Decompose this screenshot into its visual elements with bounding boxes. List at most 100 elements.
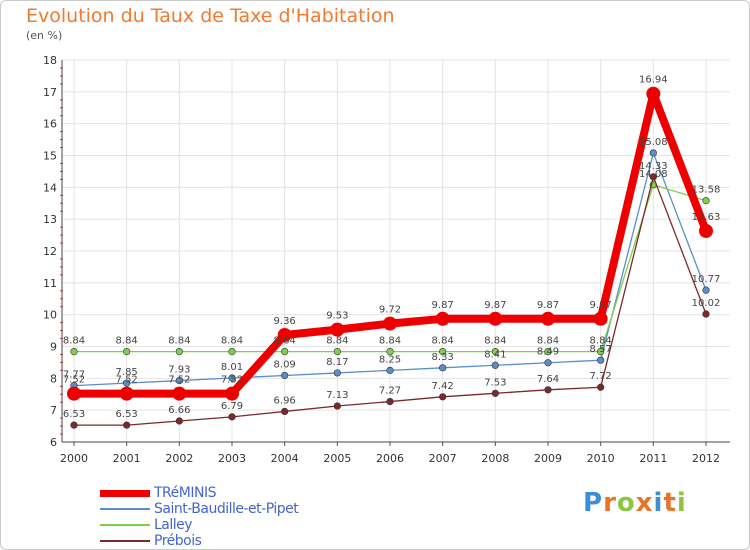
data-label: 10.77 xyxy=(692,274,721,285)
data-label: 7.72 xyxy=(590,371,612,382)
series xyxy=(67,86,713,429)
data-point xyxy=(544,359,552,367)
data-point xyxy=(277,328,292,343)
logo-letter: i xyxy=(676,488,687,518)
data-label: 14.33 xyxy=(639,161,668,172)
y-tick-label: 18 xyxy=(43,54,57,67)
data-label: 7.42 xyxy=(432,381,454,392)
data-label: 7.52 xyxy=(63,375,85,386)
data-label: 12.63 xyxy=(692,212,721,223)
data-point xyxy=(281,371,289,380)
data-label: 6.53 xyxy=(63,409,85,420)
data-label: 8.84 xyxy=(274,336,296,347)
x-tick-label: 2010 xyxy=(587,452,615,465)
y-tick-label: 9 xyxy=(50,341,57,354)
data-point xyxy=(439,393,447,401)
data-point xyxy=(597,347,605,356)
data-point xyxy=(225,386,239,401)
data-label: 7.27 xyxy=(379,386,401,397)
data-point xyxy=(333,347,341,356)
data-label: 7.64 xyxy=(537,374,559,385)
data-label: 9.72 xyxy=(379,305,401,316)
data-label: 8.84 xyxy=(221,336,243,347)
legend-swatch xyxy=(100,540,150,542)
logo-letter: t xyxy=(663,488,677,518)
data-point xyxy=(175,376,183,385)
data-label: 9.87 xyxy=(537,300,559,311)
data-label: 8.49 xyxy=(537,347,559,358)
data-point xyxy=(330,322,345,337)
x-tick-label: 2002 xyxy=(165,452,193,465)
x-tick-label: 2009 xyxy=(534,452,562,465)
data-label: 6.66 xyxy=(168,405,190,416)
data-point xyxy=(123,347,131,356)
data-point xyxy=(491,361,499,369)
y-tick-label: 12 xyxy=(43,245,57,258)
data-label: 9.53 xyxy=(326,311,348,322)
data-point xyxy=(491,389,499,397)
data-point xyxy=(383,316,397,331)
data-label: 9.87 xyxy=(590,300,612,311)
data-label: 8.25 xyxy=(379,354,401,365)
y-tick-label: 13 xyxy=(43,213,57,226)
data-label: 8.84 xyxy=(484,336,506,347)
logo-letter: x xyxy=(635,488,654,518)
x-tick-label: 2005 xyxy=(323,452,351,465)
data-point xyxy=(699,223,713,238)
legend-swatch xyxy=(100,524,150,526)
data-point xyxy=(333,369,341,377)
data-label: 14.08 xyxy=(639,169,668,180)
data-point xyxy=(228,347,236,356)
data-label: 8.57 xyxy=(590,344,612,355)
data-label: 7.53 xyxy=(484,377,506,388)
data-point xyxy=(175,347,183,356)
data-label: 8.01 xyxy=(221,362,243,373)
data-label: 9.87 xyxy=(432,300,454,311)
logo-letter: o xyxy=(616,488,636,518)
x-tick-label: 2006 xyxy=(376,452,404,465)
legend-label: Saint-Baudille-et-Pipet xyxy=(154,501,299,517)
data-label: 7.52 xyxy=(168,375,190,386)
legend-item: TRéMINIS xyxy=(100,485,298,501)
y-tick-label: 11 xyxy=(43,277,57,290)
data-point xyxy=(281,407,289,416)
data-point xyxy=(123,421,131,429)
logo-letter: P xyxy=(583,488,604,518)
data-point xyxy=(488,311,503,326)
data-label: 7.52 xyxy=(116,375,138,386)
data-label: 8.41 xyxy=(484,349,506,360)
legend-item: Prébois xyxy=(100,533,298,549)
data-label: 9.87 xyxy=(484,300,506,311)
y-tick-label: 10 xyxy=(43,309,57,322)
data-label: 8.84 xyxy=(168,336,190,347)
data-label: 8.84 xyxy=(326,336,348,347)
x-tick-label: 2001 xyxy=(113,452,141,465)
data-label: 8.84 xyxy=(379,336,401,347)
data-label: 7.13 xyxy=(326,390,348,401)
x-tick-label: 2007 xyxy=(429,452,457,465)
y-tick-label: 15 xyxy=(43,150,57,163)
data-label: 7.77 xyxy=(63,370,85,381)
legend-label: Prébois xyxy=(154,533,202,549)
data-label: 7.85 xyxy=(116,367,138,378)
data-label: 13.58 xyxy=(692,185,721,196)
data-label: 8.09 xyxy=(274,359,296,370)
legend-label: TRéMINIS xyxy=(154,485,216,501)
data-point xyxy=(702,286,710,294)
data-label: 6.53 xyxy=(116,409,138,420)
legend-item: Lalley xyxy=(100,517,298,533)
axes: 6 7 8 9 10 11 12 13 14 15 16 17 18 2000 2001 2002 2003 20… xyxy=(43,54,730,465)
data-point xyxy=(544,386,552,394)
legend-swatch xyxy=(100,489,150,497)
legend-swatch xyxy=(100,508,150,510)
data-point xyxy=(228,413,236,421)
legend: TRéMINIS Saint-Baudille-et-Pipet Lalley Pré… xyxy=(100,485,299,549)
legend-item: Saint-Baudille-et-Pipet xyxy=(100,501,299,517)
data-point xyxy=(123,379,131,387)
data-labels: 7.52 7.52 7.52 7.52 9.36 9.53 9.72 9.87 9.87 9.87… xyxy=(63,75,720,420)
data-point xyxy=(702,310,710,318)
data-point xyxy=(70,347,78,356)
x-tick-label: 2011 xyxy=(639,452,667,465)
data-point xyxy=(439,347,447,356)
